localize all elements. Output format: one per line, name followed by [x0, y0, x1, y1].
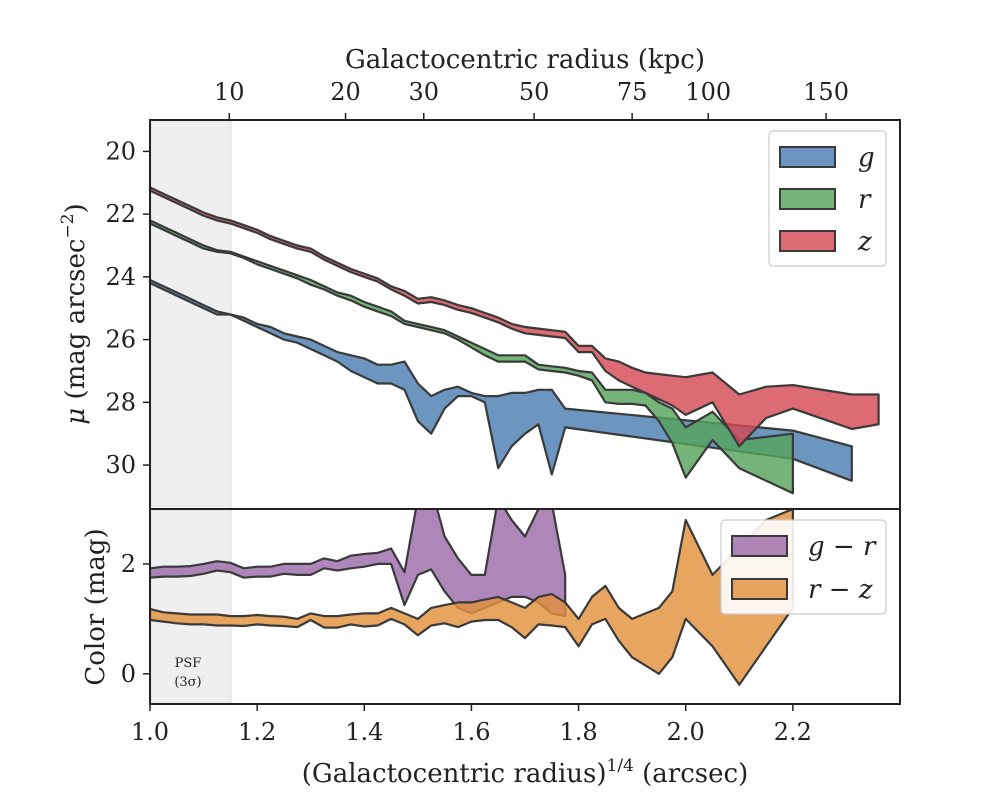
- legend-swatch-g: [779, 146, 836, 168]
- xtick-1.2-label: 1.2: [238, 718, 276, 746]
- xtick-1.8-label: 1.8: [559, 718, 597, 746]
- xtick-2.2-label: 2.2: [774, 718, 812, 746]
- legend-label-r: r: [858, 185, 872, 215]
- xtick-2.0-label: 2.0: [667, 718, 705, 746]
- bottom-y-axis-label: Color (mag): [81, 528, 111, 685]
- xtick-1.0-label: 1.0: [131, 718, 169, 746]
- top-legend: grz: [768, 130, 887, 267]
- top-x-ticks: 10 20 30 50 75 100 150: [214, 78, 849, 120]
- top-ytick-20-label: 20: [105, 137, 136, 165]
- bottom-ytick-0-label: 0: [121, 660, 136, 688]
- bottom-y-ticks: 02: [121, 550, 150, 688]
- legend-swatch-g-minus-r: [731, 535, 788, 557]
- xtick-1.4-label: 1.4: [345, 718, 383, 746]
- color-panel: 02 1.0 1.2 1.4 1.6 1.8 2.0 2.2 PSF (3σ) Color …: [81, 508, 901, 789]
- band-z: [148, 186, 880, 448]
- surface-brightness-panel: 20 22 24 26 28 30 10 20 30 50 75 100 150 Galactocen…: [58, 45, 901, 510]
- legend-label-g-minus-r: g − r: [808, 532, 877, 562]
- top-ytick-26-label: 26: [105, 326, 136, 354]
- top-x-axis-label: Galactocentric radius (kpc): [345, 45, 705, 75]
- top-xtick-30-label: 30: [408, 78, 439, 106]
- top-xtick-50-label: 50: [519, 78, 550, 106]
- top-xtick-10-label: 10: [214, 78, 245, 106]
- top-y-ticks: 20 22 24 26 28 30: [105, 137, 150, 479]
- top-ytick-30-label: 30: [105, 451, 136, 479]
- surface-brightness-series: [148, 186, 880, 495]
- bottom-legend: g − r r − z: [720, 519, 887, 615]
- psf-annotation-line2: (3σ): [174, 675, 201, 690]
- legend-label-r-minus-z: r − z: [808, 575, 873, 605]
- top-xtick-20-label: 20: [330, 78, 361, 106]
- bottom-ytick-2-label: 2: [121, 550, 136, 578]
- legend-swatch-r: [779, 188, 836, 210]
- top-xtick-150-label: 150: [803, 78, 849, 106]
- top-ytick-22-label: 22: [105, 200, 136, 228]
- bottom-x-ticks: 1.0 1.2 1.4 1.6 1.8 2.0 2.2: [131, 704, 812, 746]
- legend-label-g: g: [858, 143, 875, 173]
- color-series: [150, 509, 795, 686]
- bottom-panel-frame: [149, 508, 901, 705]
- top-ytick-28-label: 28: [105, 388, 136, 416]
- x-axis-label: (Galactocentric radius)1/4 (arcsec): [302, 756, 748, 789]
- top-xtick-100-label: 100: [685, 78, 731, 106]
- legend-swatch-r-minus-z: [731, 578, 788, 600]
- legend-swatch-z: [779, 230, 836, 252]
- top-y-axis-label: μ (mag arcsec−2): [58, 203, 91, 424]
- psf-shaded-region-bottom: [150, 509, 232, 704]
- top-xtick-75-label: 75: [617, 78, 648, 106]
- psf-annotation-line1: PSF: [175, 656, 202, 671]
- band-r: [148, 219, 795, 495]
- xtick-1.6-label: 1.6: [452, 718, 490, 746]
- top-ytick-24-label: 24: [105, 263, 136, 291]
- legend-label-z: z: [857, 227, 872, 257]
